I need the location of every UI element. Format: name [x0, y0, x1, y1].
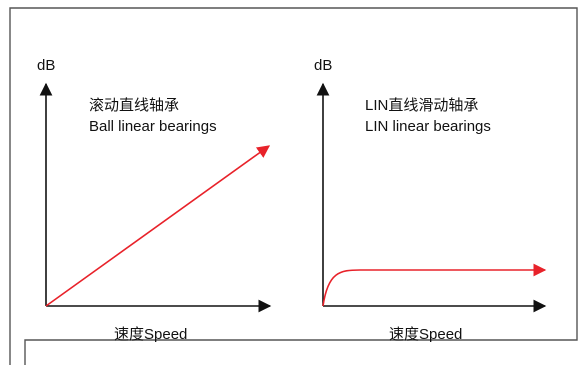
right-y-axis-label: dB: [314, 57, 332, 74]
right-x-axis-label: 速度Speed: [389, 326, 462, 343]
left-panel: dB 滚动直线轴承 Ball linear bearings 速度Speed: [37, 57, 272, 343]
left-title-cn: 滚动直线轴承: [89, 97, 179, 114]
right-panel: dB LIN直线滑动轴承 LIN linear bearings 速度Speed: [314, 57, 547, 343]
right-title-en: LIN linear bearings: [365, 118, 491, 135]
right-title-cn: LIN直线滑动轴承: [365, 97, 478, 114]
outer-border: [9, 7, 578, 365]
left-noise-curve: [45, 145, 271, 307]
right-noise-curve: [322, 263, 547, 307]
left-title-en: Ball linear bearings: [89, 118, 217, 135]
left-x-axis-label: 速度Speed: [114, 326, 187, 343]
left-y-axis-label: dB: [37, 57, 55, 74]
